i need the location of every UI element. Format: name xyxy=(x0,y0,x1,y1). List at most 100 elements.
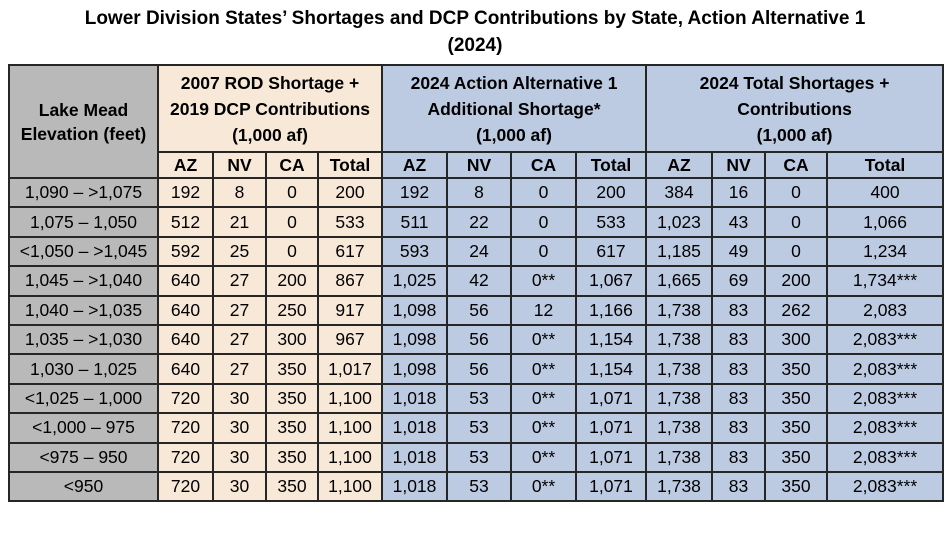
value-cell: 1,018 xyxy=(381,382,448,415)
value-cell: 720 xyxy=(157,470,214,503)
value-cell: 1,067 xyxy=(574,265,648,297)
elevation-cell: <1,000 – 975 xyxy=(8,412,159,444)
column-header-total-group2: Total xyxy=(574,151,648,179)
value-cell: 300 xyxy=(265,323,319,356)
group-header-2007-rod-dcp: 2007 ROD Shortage + 2019 DCP Contributio… xyxy=(157,64,383,153)
value-cell: 300 xyxy=(764,323,829,356)
table-row: <1,050 – >1,045 592 25 0 617 593 24 0 617 1,185 49… xyxy=(8,235,945,268)
value-cell: 640 xyxy=(157,294,214,326)
elevation-cell: <1,050 – >1,045 xyxy=(8,235,159,268)
value-cell: 1,185 xyxy=(645,235,714,268)
value-cell: 350 xyxy=(265,412,319,444)
value-cell: 617 xyxy=(574,235,648,268)
value-cell: 350 xyxy=(764,470,829,503)
value-cell: 83 xyxy=(711,382,767,415)
value-cell: 8 xyxy=(212,176,267,209)
value-cell: 350 xyxy=(265,441,319,473)
value-cell: 24 xyxy=(446,235,512,268)
value-cell: 1,100 xyxy=(317,412,383,444)
value-cell: 1,154 xyxy=(574,323,648,356)
value-cell: 2,083*** xyxy=(826,470,945,503)
value-cell: 56 xyxy=(446,353,512,385)
value-cell: 0 xyxy=(510,235,577,268)
value-cell: 1,071 xyxy=(574,470,648,503)
corner-header-line2: Elevation (feet) xyxy=(20,123,147,144)
value-cell: 640 xyxy=(157,265,214,297)
value-cell: 1,071 xyxy=(574,382,648,415)
value-cell: 27 xyxy=(212,323,267,356)
value-cell: 2,083*** xyxy=(826,323,945,356)
value-cell: 21 xyxy=(212,206,267,238)
value-cell: 1,100 xyxy=(317,470,383,503)
state-header-row: AZ NV CA Total AZ NV CA Total AZ NV CA Total xyxy=(9,151,945,179)
value-cell: 1,023 xyxy=(645,206,714,238)
value-cell: 0** xyxy=(510,412,577,444)
column-header-ca-group2: CA xyxy=(510,151,577,179)
elevation-cell: <1,025 – 1,000 xyxy=(8,382,159,415)
value-cell: 53 xyxy=(446,382,512,415)
value-cell: 0 xyxy=(510,206,577,238)
column-header-ca-group3: CA xyxy=(764,151,829,179)
value-cell: 27 xyxy=(212,294,267,326)
value-cell: 350 xyxy=(265,470,319,503)
value-cell: 2,083*** xyxy=(826,412,945,444)
value-cell: 1,154 xyxy=(574,353,648,385)
value-cell: 69 xyxy=(711,265,767,297)
table-row: 1,090 – >1,075 192 8 0 200 192 8 0 200 384 16 0 400 xyxy=(8,176,945,209)
value-cell: 720 xyxy=(157,441,214,473)
value-cell: 0 xyxy=(764,235,829,268)
value-cell: 42 xyxy=(446,265,512,297)
value-cell: 350 xyxy=(764,382,829,415)
value-cell: 1,018 xyxy=(381,412,448,444)
value-cell: 1,738 xyxy=(645,353,714,385)
value-cell: 1,018 xyxy=(381,470,448,503)
table-row: <1,025 – 1,000 720 30 350 1,100 1,018 53 0** 1,0… xyxy=(8,382,945,415)
shortages-contributions-table: Lake Mead Elevation (feet) 2007 ROD Shor… xyxy=(8,64,945,503)
value-cell: 30 xyxy=(212,412,267,444)
column-header-nv-group2: NV xyxy=(446,151,512,179)
value-cell: 1,025 xyxy=(381,265,448,297)
value-cell: 1,071 xyxy=(574,412,648,444)
value-cell: 192 xyxy=(157,176,214,209)
value-cell: 83 xyxy=(711,470,767,503)
value-cell: 0** xyxy=(510,382,577,415)
value-cell: 250 xyxy=(265,294,319,326)
value-cell: 1,665 xyxy=(645,265,714,297)
value-cell: 640 xyxy=(157,323,214,356)
table-row: <1,000 – 975 720 30 350 1,100 1,018 53 0** 1,071… xyxy=(8,412,945,444)
group-header-line: 2024 Action Alternative 1 xyxy=(410,72,618,93)
column-header-az-group3: AZ xyxy=(645,151,714,179)
group-header-2024-action-alternative: 2024 Action Alternative 1 Additional Sho… xyxy=(380,64,648,153)
elevation-cell: 1,075 – 1,050 xyxy=(8,206,159,238)
value-cell: 2,083*** xyxy=(826,353,945,385)
group-header-row: Lake Mead Elevation (feet) 2007 ROD Shor… xyxy=(8,64,945,179)
table-row: 1,040 – >1,035 640 27 250 917 1,098 56 12 1,166 1… xyxy=(8,294,945,326)
value-cell: 200 xyxy=(317,176,383,209)
table-row: 1,045 – >1,040 640 27 200 867 1,025 42 0** 1,067… xyxy=(8,265,945,297)
value-cell: 350 xyxy=(764,353,829,385)
value-cell: 1,071 xyxy=(574,441,648,473)
value-cell: 350 xyxy=(764,412,829,444)
elevation-cell: <975 – 950 xyxy=(8,441,159,473)
value-cell: 0** xyxy=(510,265,577,297)
value-cell: 1,098 xyxy=(381,323,448,356)
value-cell: 640 xyxy=(157,353,214,385)
page-title: Lower Division States’ Shortages and DCP… xyxy=(0,0,950,59)
value-cell: 83 xyxy=(711,323,767,356)
elevation-cell: 1,030 – 1,025 xyxy=(8,353,159,385)
value-cell: 400 xyxy=(826,176,945,209)
value-cell: 533 xyxy=(317,206,383,238)
value-cell: 8 xyxy=(446,176,512,209)
corner-header-line1: Lake Mead xyxy=(38,99,129,120)
value-cell: 27 xyxy=(212,353,267,385)
value-cell: 83 xyxy=(711,441,767,473)
value-cell: 2,083*** xyxy=(826,441,945,473)
value-cell: 53 xyxy=(446,470,512,503)
value-cell: 0 xyxy=(510,176,577,209)
value-cell: 30 xyxy=(212,382,267,415)
corner-header-lake-mead-elevation: Lake Mead Elevation (feet) xyxy=(8,64,159,179)
elevation-cell: <950 xyxy=(8,470,159,503)
value-cell: 83 xyxy=(711,353,767,385)
value-cell: 56 xyxy=(446,294,512,326)
value-cell: 12 xyxy=(510,294,577,326)
